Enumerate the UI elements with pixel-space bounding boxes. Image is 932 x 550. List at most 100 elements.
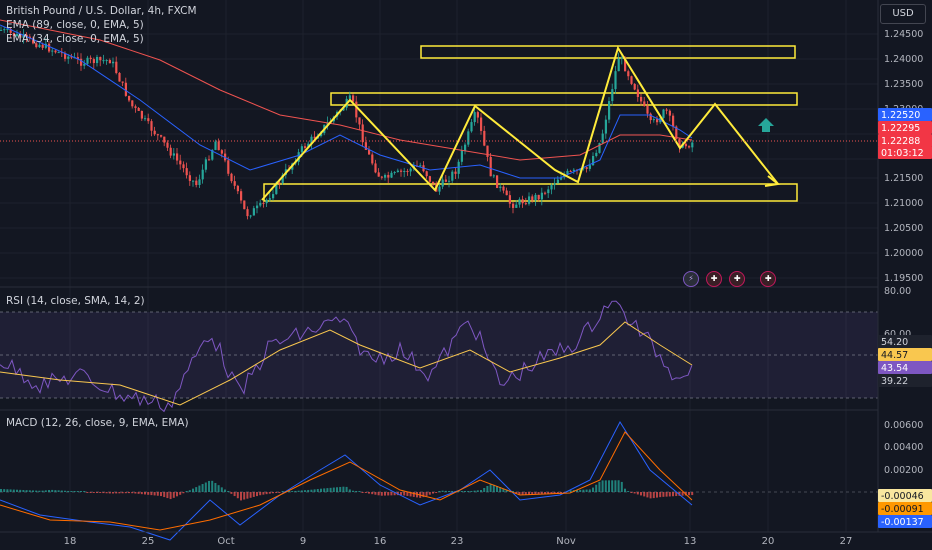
histogram-bar <box>352 490 354 492</box>
histogram-bar <box>444 490 447 492</box>
histogram-bar <box>310 489 313 492</box>
histogram-bar <box>329 487 332 492</box>
histogram-bar <box>544 492 546 494</box>
histogram-bar <box>409 492 412 497</box>
histogram-bar <box>201 484 204 492</box>
histogram-bar <box>512 491 514 492</box>
candle-body <box>35 43 38 48</box>
candlestick-series <box>0 23 694 220</box>
histogram-bar <box>672 492 674 497</box>
time-axis[interactable]: 18 25 Oct 9 16 23 Nov 13 20 27 <box>64 536 853 547</box>
candle-body <box>96 56 99 64</box>
histogram-bar <box>505 489 508 492</box>
histogram-bar <box>662 492 665 497</box>
candle-body <box>515 204 518 208</box>
ema-89-legend[interactable]: EMA (89, close, 0, EMA, 5) <box>6 19 144 31</box>
candle-body <box>28 36 31 39</box>
candle-body <box>256 205 259 209</box>
histogram-bar <box>169 492 172 500</box>
symbol-title[interactable]: British Pound / U.S. Dollar, 4h, FXCM <box>6 5 197 17</box>
resistance-zone-mid[interactable] <box>330 92 798 106</box>
histogram-bar <box>147 492 150 495</box>
candle-body <box>441 179 444 187</box>
uk-flag-icon[interactable]: ✚ <box>729 270 746 287</box>
uk-flag-icon[interactable]: ✚ <box>706 270 723 287</box>
uk-flag-icon[interactable]: ✚ <box>760 270 777 287</box>
lightning-icon[interactable]: ⚡ <box>683 270 699 287</box>
candle-body <box>176 153 179 161</box>
macd-tag: -0.00091 <box>881 504 924 515</box>
candle-body <box>32 38 35 44</box>
macd-line <box>0 420 693 541</box>
candle-body <box>640 96 643 102</box>
histogram-bar <box>524 492 527 495</box>
candle-body <box>230 173 233 182</box>
candle-body <box>355 101 358 118</box>
candle-body <box>105 60 108 62</box>
histogram-bar <box>246 492 249 499</box>
price-tag-bg <box>878 121 932 134</box>
histogram-bar <box>208 480 210 492</box>
histogram-bar <box>307 489 310 492</box>
candle-body <box>521 199 524 204</box>
candle-body <box>169 147 172 156</box>
price-axis[interactable] <box>878 0 932 550</box>
candle-body <box>67 56 70 59</box>
histogram-bar <box>326 488 329 492</box>
candle-body <box>678 138 681 148</box>
candle-body <box>144 118 147 120</box>
candle-body <box>371 154 374 164</box>
histogram-bar <box>144 492 146 495</box>
candle-body <box>588 165 591 169</box>
candle-body <box>624 57 627 72</box>
histogram-bar <box>204 482 207 492</box>
candle-body <box>524 203 527 205</box>
histogram-bar <box>368 492 370 494</box>
histogram-bar <box>16 489 18 492</box>
resistance-zone-top[interactable] <box>420 45 796 59</box>
rsi-legend[interactable]: RSI (14, close, SMA, 14, 2) <box>6 295 145 307</box>
candle-body <box>403 170 406 172</box>
candle-body <box>662 109 665 118</box>
histogram-bar <box>112 492 114 494</box>
histogram-bar <box>22 490 25 492</box>
histogram-bar <box>25 490 28 492</box>
histogram-bar <box>400 492 402 495</box>
candle-body <box>537 194 540 200</box>
histogram-bar <box>35 490 38 492</box>
histogram-bar <box>617 480 620 492</box>
histogram-bar <box>86 492 89 493</box>
histogram-bar <box>272 492 274 494</box>
candle-body <box>684 143 687 147</box>
histogram-bar <box>649 492 652 499</box>
candle-body <box>124 82 127 96</box>
pattern-zigzag-drawing[interactable] <box>261 45 779 201</box>
candle-body <box>374 163 377 173</box>
macd-tick-label: 0.00200 <box>884 465 923 476</box>
ema-34-legend[interactable]: EMA (34, close, 0, EMA, 5) <box>6 33 144 45</box>
candle-body <box>153 130 156 135</box>
macd-tag-bg <box>878 489 932 502</box>
histogram-bar <box>652 492 655 499</box>
histogram-bar <box>32 490 34 492</box>
histogram-bar <box>80 491 82 492</box>
histogram-bar <box>256 492 258 497</box>
candle-body <box>649 113 652 121</box>
currency-button[interactable]: USD <box>880 4 926 24</box>
histogram-bar <box>521 492 524 495</box>
candle-body <box>41 44 44 48</box>
histogram-bar <box>422 492 425 498</box>
macd-legend[interactable]: MACD (12, 26, close, 9, EMA, EMA) <box>6 417 189 429</box>
candle-body <box>499 186 502 188</box>
histogram-bar <box>579 489 582 492</box>
histogram-bar <box>448 491 450 492</box>
support-zone[interactable] <box>263 183 798 202</box>
histogram-bar <box>598 481 601 492</box>
candle-body <box>304 146 307 148</box>
price-tick-label: 1.19500 <box>884 273 923 284</box>
candle-body <box>48 43 51 52</box>
candle-body <box>278 182 281 184</box>
candle-body <box>150 121 153 131</box>
histogram-bar <box>518 492 521 495</box>
